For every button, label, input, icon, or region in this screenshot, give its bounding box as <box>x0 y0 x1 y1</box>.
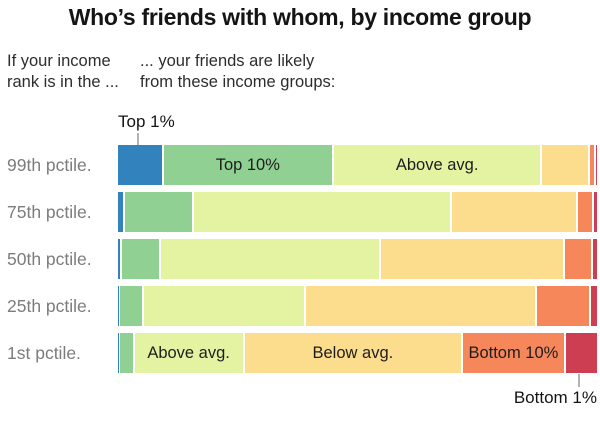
row-label-50th-pctile: 50th pctile. <box>7 249 92 269</box>
segment-label-above-avg: Above avg. <box>147 344 230 362</box>
intro-left-line1: If your income <box>7 52 111 70</box>
bar-segment-bottom-10 <box>589 145 595 185</box>
intro-right-line2: from these income groups: <box>140 73 336 91</box>
bar-segment-bottom-1 <box>592 239 597 279</box>
stacked-bar <box>118 192 597 232</box>
segment-label-below-avg: Below avg. <box>312 344 394 362</box>
bar-segment-top-10 <box>125 192 192 232</box>
bar-segment-above-avg <box>143 286 304 326</box>
bar-segment-above-avg: Above avg. <box>333 145 541 185</box>
bar-segment-below-avg <box>305 286 536 326</box>
bar-segment-top-10 <box>120 286 142 326</box>
row-label-75th-pctile: 75th pctile. <box>7 202 92 222</box>
bar-segment-bottom-1 <box>591 286 597 326</box>
intro-left-line2: rank is in the ... <box>7 73 119 91</box>
bar-segment-bottom-10 <box>577 192 593 232</box>
intro-left: If your income rank is in the ... <box>7 51 119 93</box>
row-label-99th-pctile: 99th pctile. <box>7 155 92 175</box>
bar-segment-below-avg <box>380 239 563 279</box>
stacked-bar: Top 10% Above avg. <box>118 145 597 185</box>
intro-right-line1: ... your friends are likely <box>140 52 315 70</box>
bar-segment-top-10: Top 10% <box>163 145 332 185</box>
callout-bottom-1pct: Bottom 1% <box>513 388 597 407</box>
stacked-bar <box>118 286 597 326</box>
bar-segment-below-avg: Below avg. <box>244 333 462 373</box>
intro-right: ... your friends are likely from these i… <box>140 51 335 93</box>
stacked-bar-chart: 99th pctile. Top 10% Above avg. 75th pctile… <box>0 145 600 380</box>
bar-segment-bottom-1 <box>594 192 597 232</box>
bar-segment-top-10 <box>120 333 133 373</box>
bar-row-25th-pctile: 25th pctile. <box>0 286 600 326</box>
bar-row-1st-pctile: 1st pctile. Above avg. Below avg. Bottom 10… <box>0 333 600 373</box>
row-label-1st-pctile: 1st pctile. <box>7 343 81 363</box>
bar-segment-bottom-10 <box>537 286 590 326</box>
bar-segment-top-1 <box>118 239 121 279</box>
leader-line-top <box>137 133 139 145</box>
bar-segment-bottom-10: Bottom 10% <box>463 333 564 373</box>
segment-label-above-avg: Above avg. <box>395 156 479 174</box>
bar-segment-bottom-10 <box>564 239 591 279</box>
bar-segment-below-avg <box>542 145 588 185</box>
bar-segment-top-10 <box>122 239 160 279</box>
segment-label-bottom-10: Bottom 10% <box>468 344 559 362</box>
bar-segment-above-avg <box>161 239 379 279</box>
bar-segment-above-avg: Above avg. <box>134 333 243 373</box>
bar-segment-top-1 <box>118 192 124 232</box>
bar-segment-above-avg <box>193 192 450 232</box>
bar-rows: 99th pctile. Top 10% Above avg. 75th pctile… <box>0 145 600 373</box>
bar-row-75th-pctile: 75th pctile. <box>0 192 600 232</box>
stacked-bar: Above avg. Below avg. Bottom 10% <box>118 333 597 373</box>
page-title: Who’s friends with whom, by income group <box>68 4 532 30</box>
bar-segment-bottom-1 <box>565 333 597 373</box>
bar-row-50th-pctile: 50th pctile. <box>0 239 600 279</box>
bar-row-99th-pctile: 99th pctile. Top 10% Above avg. <box>0 145 600 185</box>
stacked-bar <box>118 239 597 279</box>
leader-line-bottom <box>578 374 580 387</box>
bar-segment-below-avg <box>451 192 576 232</box>
segment-label-top-10: Top 10% <box>215 156 280 174</box>
row-label-25th-pctile: 25th pctile. <box>7 296 92 316</box>
bar-segment-bottom-1 <box>596 145 597 185</box>
callout-top-1pct: Top 1% <box>118 112 175 131</box>
bar-segment-top-1 <box>118 145 162 185</box>
